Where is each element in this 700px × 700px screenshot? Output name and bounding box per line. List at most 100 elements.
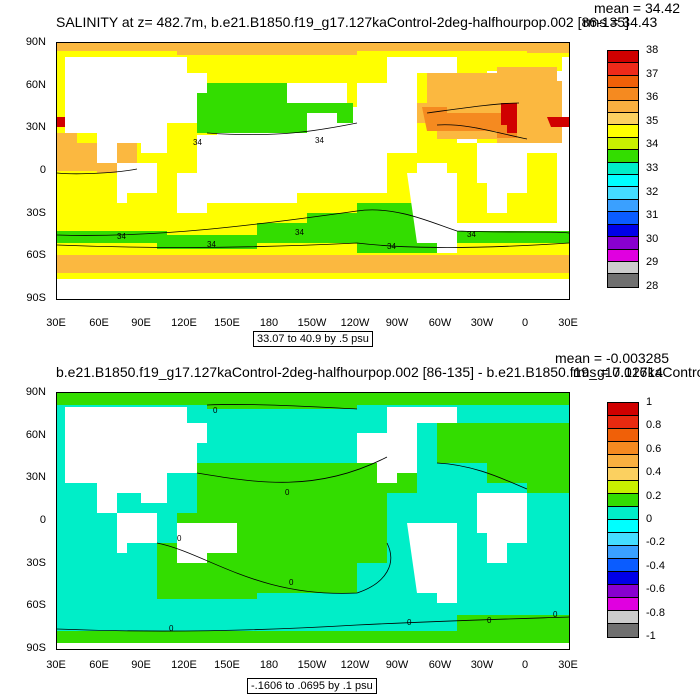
colorbar-swatch xyxy=(608,51,638,64)
lon-label: 30E xyxy=(558,659,578,671)
arctic-positive xyxy=(57,393,569,409)
colorbar-tick-label: 38 xyxy=(646,44,659,56)
difference-map-canvas: 0 0 0 0 0 0 0 0 xyxy=(57,393,569,649)
contour-line xyxy=(57,209,569,236)
lon-label: 60W xyxy=(428,659,452,671)
lon-label: 60E xyxy=(89,659,109,671)
colorbar-swatch xyxy=(608,249,638,262)
lon-label: 30E xyxy=(558,317,578,329)
north-america-land xyxy=(357,433,417,483)
lon-label: 90W xyxy=(385,317,409,329)
lon-label: 120E xyxy=(171,659,197,671)
colorbar-tick-label: 30 xyxy=(646,232,659,245)
colorbar-swatch xyxy=(608,125,638,138)
lon-label: 0 xyxy=(521,317,529,329)
australia-land xyxy=(177,173,237,213)
colorbar-swatch xyxy=(608,546,638,559)
colorbar-swatch xyxy=(608,224,638,238)
colorbar-swatch xyxy=(608,624,638,637)
contour-label: 0 xyxy=(553,610,558,619)
colorbar-swatch xyxy=(608,274,638,287)
colorbar-tick-label: 0.6 xyxy=(646,442,662,455)
contour-label: 0 xyxy=(177,534,182,543)
antarctic-margin-orange xyxy=(57,255,569,273)
contour-label: 34 xyxy=(387,242,396,251)
contour-line xyxy=(57,242,569,248)
colorbar-swatch xyxy=(608,113,638,126)
colorbar-swatch xyxy=(608,520,638,533)
colorbar-tick-label: 1 xyxy=(646,396,653,408)
lat-label: 60N xyxy=(25,429,46,441)
lon-label: 150E xyxy=(214,659,240,671)
eurasia-land xyxy=(65,57,207,163)
lon-label: 150W xyxy=(297,659,327,671)
lat-label: 90N xyxy=(25,36,46,48)
india-land xyxy=(117,163,157,203)
lon-label: 150W xyxy=(297,317,327,329)
lon-label: 60W xyxy=(428,317,452,329)
lon-label: 180 xyxy=(259,317,279,329)
antarctica-land xyxy=(57,279,569,299)
colorbar-tick-label: 0.2 xyxy=(646,489,662,502)
mean-value: mean = -0.003285 xyxy=(555,350,670,366)
salinity-map-canvas: 34 34 34 34 34 34 34 xyxy=(57,43,569,299)
contour-line xyxy=(206,122,358,136)
contour-line xyxy=(156,542,392,594)
lat-label: 0 xyxy=(39,514,46,526)
contour-range: -.1606 to .0695 by .1 psu xyxy=(247,678,377,694)
lat-label: 60S xyxy=(26,599,46,611)
colorbar-swatch xyxy=(608,481,638,494)
rms-value: rms = 0.01614 xyxy=(573,364,663,380)
colorbar-swatch xyxy=(608,175,638,188)
colorbar-swatch xyxy=(608,162,638,176)
colorbar-swatch xyxy=(608,507,638,520)
colorbar-swatch xyxy=(608,75,638,89)
lat-label: 30S xyxy=(26,207,46,219)
colorbar-tick-label: 0 xyxy=(646,513,653,525)
south-atlantic-positive xyxy=(457,615,569,631)
colorbar-tick-label: 34 xyxy=(646,138,659,151)
lon-label: 180 xyxy=(259,659,279,671)
colorbar-tick-label: 0.4 xyxy=(646,466,662,479)
lon-label: 30W xyxy=(470,317,494,329)
contour-line xyxy=(426,102,520,114)
colorbar-tick-label: -0.8 xyxy=(646,606,665,619)
contour-label: 0 xyxy=(487,616,492,625)
lat-label: 90S xyxy=(26,642,46,654)
contour-line xyxy=(436,462,528,490)
colorbar-swatch xyxy=(608,403,638,416)
colorbar-tick-label: 0.8 xyxy=(646,419,662,432)
greenland-land xyxy=(387,407,457,433)
panel-title: SALINITY at z= 482.7m, b.e21.B1850.f19_g… xyxy=(56,14,629,30)
contour-line xyxy=(196,456,388,483)
contour-label: 0 xyxy=(289,578,294,587)
panel-title: b.e21.B1850.f19_g17.127kaControl-2deg-ha… xyxy=(56,364,700,380)
greenland-land xyxy=(387,57,457,83)
contour-label: 34 xyxy=(193,138,202,147)
contour-label: 34 xyxy=(467,230,476,239)
lat-label: 60N xyxy=(25,79,46,91)
contour-label: 34 xyxy=(315,136,324,145)
lat-label: 90N xyxy=(25,386,46,398)
colorbar-swatch xyxy=(608,261,638,275)
lon-label: 150E xyxy=(214,317,240,329)
india-land xyxy=(117,513,157,553)
lat-label: 0 xyxy=(39,164,46,176)
north-atlantic-orange xyxy=(417,67,562,153)
rms-value: rms = 34.43 xyxy=(583,14,658,30)
contour-line xyxy=(57,168,138,175)
colorbar-tick-label: 35 xyxy=(646,114,659,127)
colorbar-swatch xyxy=(608,416,638,429)
contour-line xyxy=(436,124,528,140)
red-sea-red xyxy=(547,117,569,127)
colorbar-swatch xyxy=(608,63,638,76)
colorbar-swatch xyxy=(608,559,638,572)
lon-label: 60E xyxy=(89,317,109,329)
arctic-orange xyxy=(57,43,569,55)
contour-line xyxy=(206,404,358,410)
colorbar-swatch xyxy=(608,187,638,200)
colorbar-swatch xyxy=(608,137,638,151)
difference-map: 0 0 0 0 0 0 0 0 xyxy=(56,392,570,650)
colorbar-tick-label: 32 xyxy=(646,185,659,198)
colorbar-swatch xyxy=(608,455,638,468)
